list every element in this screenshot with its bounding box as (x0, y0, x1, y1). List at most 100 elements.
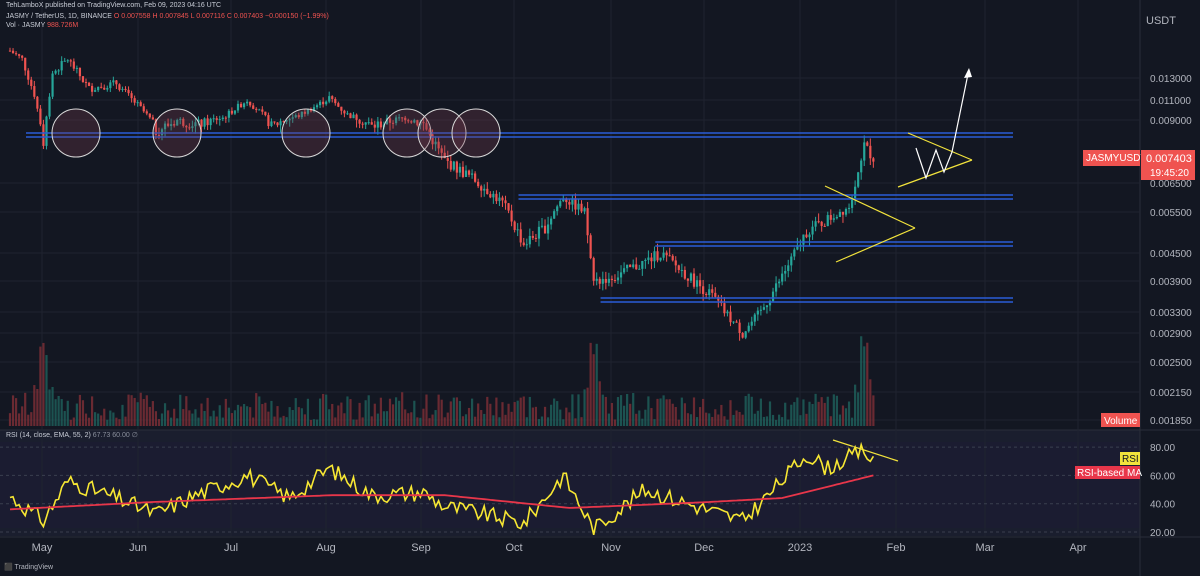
candle-body (84, 82, 88, 84)
volume-bar (610, 402, 614, 426)
volume-line: Vol · JASMY 988.726M (6, 22, 78, 29)
candle-body (759, 309, 762, 311)
candle-body (857, 172, 860, 187)
volume-bar (148, 406, 151, 426)
candle-body (373, 124, 376, 128)
candle-body (306, 109, 310, 114)
volume-bar (437, 394, 440, 426)
candle-body (814, 221, 817, 227)
volume-bar (136, 402, 139, 426)
volume-bar (550, 404, 553, 426)
volume-bar (87, 417, 91, 426)
candle-body (750, 321, 753, 326)
volume-bar (629, 403, 632, 426)
candle-body (793, 249, 796, 257)
volume-bar (759, 398, 762, 426)
candle-body (863, 142, 866, 161)
volume-bar (24, 392, 27, 426)
volume-bar (857, 392, 860, 426)
candle-body (27, 70, 30, 80)
volume-bar (638, 410, 641, 426)
candle-body (227, 110, 230, 118)
volume-bar (741, 414, 744, 426)
volume-bar (306, 398, 310, 426)
candle-body (303, 111, 306, 114)
candle-body (194, 122, 197, 127)
candle-body (54, 70, 57, 74)
candle-body (467, 170, 471, 175)
candle-body (127, 89, 130, 94)
candle-body (404, 117, 407, 121)
candle-body (604, 278, 607, 283)
candle-body (166, 123, 170, 126)
volume-bar (823, 402, 826, 426)
candle-body (385, 118, 389, 125)
volume-bar (191, 413, 194, 426)
volume-bar (8, 413, 12, 426)
candle-body (674, 260, 677, 266)
volume-bar (258, 396, 261, 426)
candle-body (328, 96, 331, 102)
volume-bar (601, 394, 604, 426)
volume-bar (832, 394, 835, 426)
volume-bar (717, 414, 720, 426)
volume-bar (328, 409, 331, 426)
candle-body (428, 129, 431, 135)
rsi-trendline (832, 439, 899, 462)
volume-bar (753, 413, 756, 426)
volume-bar (33, 385, 36, 426)
volume-bar (668, 399, 671, 426)
tradingview-icon: ⬛ (4, 564, 13, 571)
time-axis-label: Dec (694, 542, 714, 554)
candle-body (312, 107, 316, 112)
candle-body (826, 215, 829, 227)
volume-bar (331, 403, 334, 426)
candle-body (854, 186, 857, 198)
candle-body (659, 257, 662, 261)
candle-body (446, 158, 449, 161)
volume-bar (507, 403, 510, 426)
candle-body (279, 121, 282, 126)
volume-bar (261, 404, 264, 426)
candle-body (267, 115, 270, 127)
candle-body (592, 258, 595, 281)
volume-bar (100, 415, 103, 426)
volume-bar (556, 401, 559, 426)
volume-bar (708, 413, 711, 426)
rsi-ma-line (9, 474, 874, 511)
candle-body (838, 211, 842, 217)
candle-body (811, 226, 814, 235)
volume-bar (522, 396, 525, 426)
candle-body (708, 289, 711, 295)
candle-body (872, 158, 875, 162)
volume-bar (662, 395, 665, 426)
candle-body (33, 86, 36, 97)
time-axis-label: Aug (316, 542, 336, 554)
candle-body (21, 55, 24, 58)
last-price-tag: JASMYUSDT 0.007403 19:45:20 (1083, 150, 1195, 180)
volume-bar (626, 394, 629, 426)
volume-bar (686, 413, 690, 426)
tradingview-logo[interactable]: ⬛ TradingView (4, 563, 53, 571)
volume-bar (847, 401, 851, 426)
volume-bar (756, 410, 759, 426)
candle-body (574, 198, 577, 210)
circle-marker (382, 108, 432, 158)
last-price-symbol: JASMYUSDT (1086, 153, 1147, 164)
candle-body (364, 122, 367, 125)
rsi-tick-label: 80.00 (1150, 443, 1175, 454)
volume-bar (94, 412, 97, 426)
volume-bar (866, 342, 869, 426)
candle-body (802, 234, 805, 245)
volume-bar (264, 402, 267, 426)
candle-body (379, 121, 382, 128)
candle-body (662, 252, 665, 258)
candle-body (519, 229, 522, 243)
time-axis-label: Jun (129, 542, 147, 554)
candle-body (276, 122, 279, 126)
volume-bar (188, 410, 191, 426)
volume-bar (422, 408, 425, 426)
volume-bar (720, 404, 723, 426)
candle-body (139, 102, 142, 107)
